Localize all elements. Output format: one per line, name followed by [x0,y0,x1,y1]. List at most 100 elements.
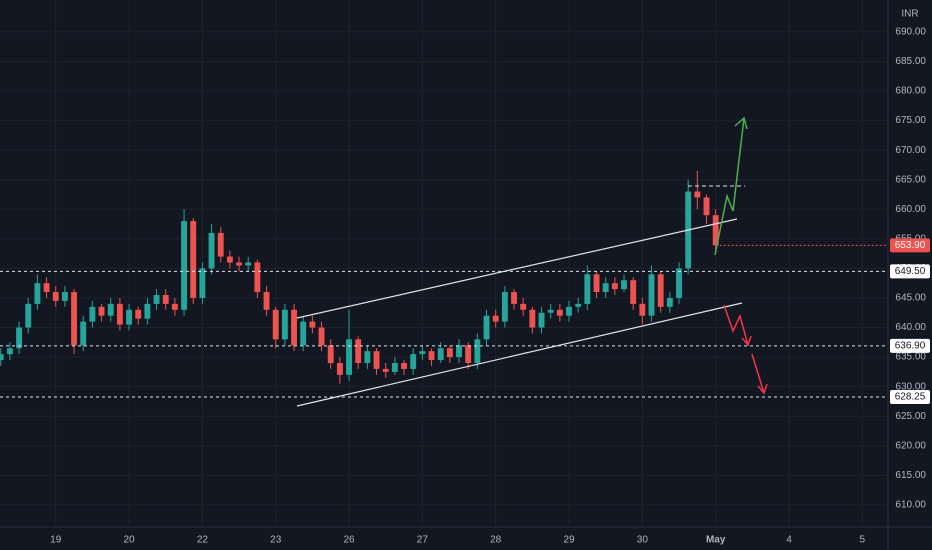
candle-body [474,339,481,364]
candle-body [703,197,710,216]
candle-body [336,363,343,375]
candle-body [281,309,288,340]
candle-body [529,309,536,328]
x-tick-label: 27 [417,535,429,546]
candle-body [6,348,13,355]
candle-body [263,292,270,310]
candle-body [538,312,545,328]
grid [0,0,888,525]
level-label-box [890,264,930,279]
candle-body [34,283,41,304]
candle-body [547,309,554,313]
candle-body [217,232,224,257]
candle-body [419,351,426,355]
candle-body [391,363,398,372]
y-tick-label: 645.00 [895,293,926,304]
candle-body [492,315,499,322]
candle-body [648,274,655,316]
y-tick-label: 680.00 [895,86,926,97]
candle-body [602,283,609,293]
bear-arrowhead-2 [757,383,768,395]
candle-body [171,303,178,310]
candle-body [236,262,242,266]
x-tick-label: 19 [50,535,62,546]
candle-body [98,306,105,316]
candle-body [181,221,187,310]
y-tick-label: 610.00 [895,500,926,511]
drawings [296,116,768,407]
candle-body [694,191,701,198]
candle-body [657,274,664,307]
x-tick-label: 4 [786,535,792,546]
bear-arrow [723,304,749,346]
bull-arrowhead [734,116,748,130]
candle-body [245,262,252,266]
candle-body [208,232,215,269]
candle-body [71,292,77,346]
candle-body [107,303,114,316]
x-tick-label: 20 [123,535,135,546]
candle-body [456,345,462,358]
x-tick-label: 28 [490,535,502,546]
candle-body [511,292,517,304]
candle-body [25,303,32,328]
bull-arrow [714,117,745,256]
bear-arrowhead [741,335,752,347]
candle-body [272,309,279,340]
candle-body [162,295,169,304]
candle-body [254,262,261,293]
candle-body [144,303,151,319]
candle-body [300,321,307,346]
candle-body [465,345,472,364]
candle-body [520,303,527,310]
candle-body [364,351,371,364]
overlay [0,244,888,398]
candle-body [318,327,325,346]
candle-body [61,292,68,301]
bear-arrow-2 [751,353,765,394]
candle-body [190,221,197,298]
y-tick-label: 675.00 [895,115,926,126]
candle-body [52,292,59,301]
candle-body [291,309,297,346]
channel-lower [296,302,743,407]
level-label: 649.50 [895,266,926,277]
level-label-box [890,390,930,405]
y-tick-label: 635.00 [895,352,926,363]
x-tick-label: 26 [343,535,355,546]
candle-body [483,315,490,340]
y-tick-label: 640.00 [895,322,926,333]
x-tick-label: 29 [563,535,575,546]
y-tick-label: 630.00 [895,381,926,392]
candle-body [126,309,132,325]
candle-body [89,306,96,322]
candle-body [566,306,572,316]
candle-body [501,292,508,322]
candle-body [621,280,627,290]
candle-body [712,215,719,246]
channel-upper [296,218,738,319]
y-tick-label: 620.00 [895,440,926,451]
y-tick-label: 665.00 [895,174,926,185]
candle-body [327,345,334,364]
currency-label: INR [901,9,918,20]
candle-body [584,274,591,304]
y-tick-label: 685.00 [895,56,926,67]
candle-body [373,351,380,369]
candle-body [309,321,316,328]
level-label: 628.25 [895,392,926,403]
last-price-label: 653.90 [895,240,926,251]
candle-body [80,321,87,346]
x-tick-label: 22 [197,535,209,546]
candle-body [401,363,407,369]
candle-body [135,309,142,319]
candles [0,170,719,384]
candle-body [630,280,637,304]
candle-body [437,348,444,361]
candle-body [428,351,435,361]
candle-body [556,309,563,316]
candle-body [382,368,389,372]
last-price-box [890,238,930,253]
